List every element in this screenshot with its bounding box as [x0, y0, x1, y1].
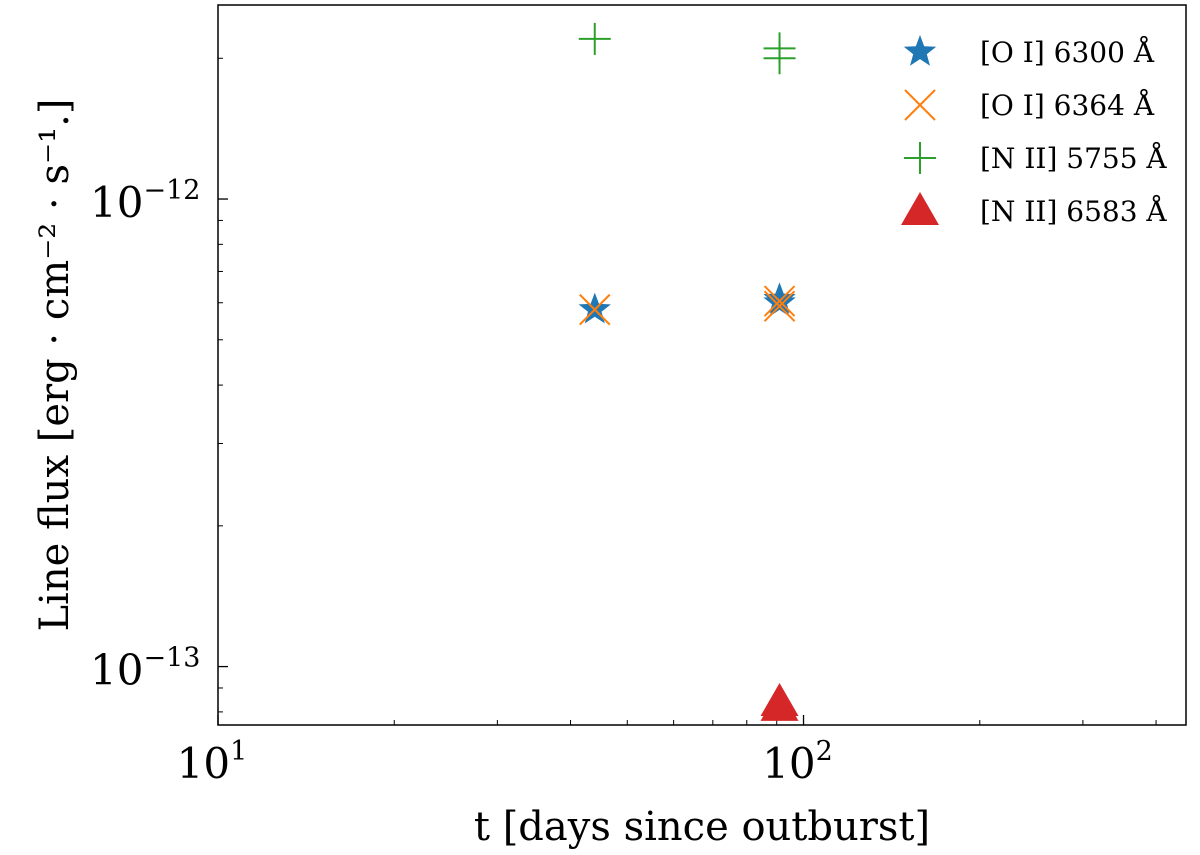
legend-marker-plus	[904, 142, 936, 174]
data-point-plus	[763, 32, 796, 65]
legend: [O I] 6300 Å [O I] 6364 Å [N II] 5755 Å [N …	[901, 35, 1167, 228]
legend-marker-star	[903, 35, 937, 66]
y-axis-label: Line flux [erg · cm⁻² · s⁻¹.]	[32, 99, 78, 632]
x-tick-label: 101	[177, 736, 248, 788]
legend-marker-x	[904, 89, 936, 121]
x-tick-label-base: 10	[762, 739, 815, 788]
y-tick-label-base: 10	[90, 178, 143, 227]
points-layer	[578, 22, 799, 721]
legend-label: [N II] 6583 Å	[980, 195, 1167, 228]
x-tick-label-base: 10	[177, 739, 230, 788]
data-point-x	[579, 293, 611, 326]
data-point-triangle	[760, 682, 799, 716]
legend-label: [O I] 6364 Å	[980, 89, 1155, 122]
y-tick-label-base: 10	[90, 646, 143, 695]
x-tick-label: 102	[762, 736, 833, 788]
y-tick-label: 10−13	[90, 643, 200, 695]
x-tick-label-exponent: 1	[230, 736, 247, 767]
legend-marker-triangle	[901, 192, 939, 225]
y-tick-label-exponent: −12	[143, 175, 200, 206]
data-point-x	[763, 285, 796, 317]
plot-frame	[217, 4, 1187, 726]
legend-label: [N II] 5755 Å	[980, 142, 1167, 175]
data-point-plus	[578, 22, 611, 55]
x-tick-label-exponent: 2	[816, 736, 833, 767]
data-point-x	[763, 290, 796, 322]
x-axis-label: t [days since outburst]	[474, 804, 930, 850]
y-tick-label: 10−12	[90, 175, 200, 227]
legend-label: [O I] 6300 Å	[980, 36, 1155, 69]
y-tick-label-exponent: −13	[143, 643, 200, 674]
data-point-star	[578, 292, 611, 324]
data-point-star	[763, 282, 796, 314]
